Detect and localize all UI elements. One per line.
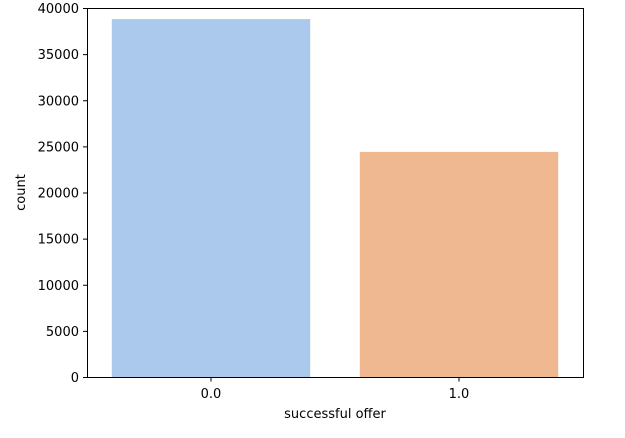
y-tick-label: 30000 [38, 94, 79, 109]
y-tick-label: 15000 [38, 233, 79, 248]
y-tick-label: 20000 [38, 187, 79, 202]
x-tick-label: 1.0 [449, 387, 470, 402]
x-tick-label: 0.0 [201, 387, 222, 402]
bars-layer [111, 19, 559, 377]
x-axis: 0.0 1.0 [201, 377, 470, 402]
bar-1.0 [359, 151, 559, 377]
y-tick-label: 40000 [38, 2, 79, 17]
y-axis: 0 5000 10000 15000 20000 25000 30000 35000 40000 [38, 2, 88, 386]
bar-0.0 [111, 19, 311, 377]
y-tick-label: 25000 [38, 140, 79, 155]
y-tick-label: 35000 [38, 48, 79, 63]
y-tick-label: 5000 [46, 325, 79, 340]
y-tick-label: 10000 [38, 279, 79, 294]
y-axis-label: count [14, 174, 29, 211]
x-axis-label: successful offer [284, 407, 386, 422]
plot-frame [87, 8, 584, 378]
y-tick-label: 0 [71, 371, 79, 386]
